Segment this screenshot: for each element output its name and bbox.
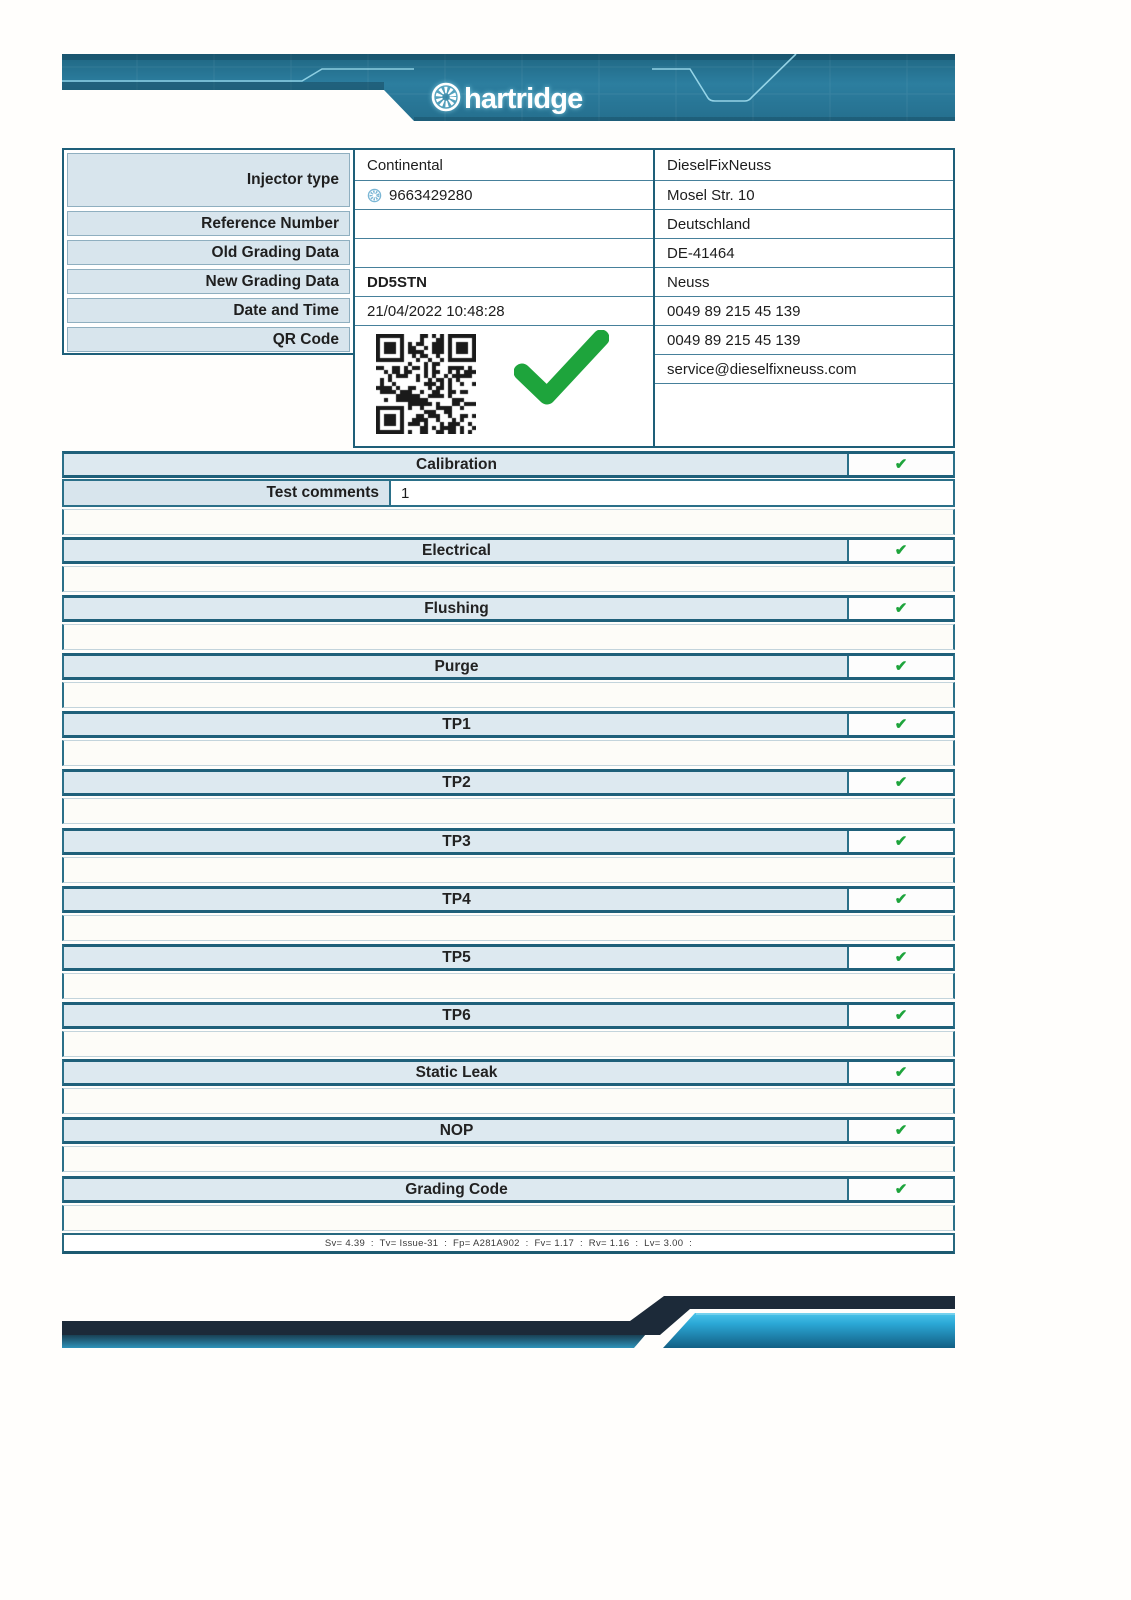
reference-number-label: Reference Number [67, 211, 350, 236]
test-row-nop: NOP ✔ [62, 1117, 955, 1144]
pass-check-icon: ✔ [894, 542, 908, 559]
footer-banner [62, 1296, 955, 1348]
pass-check-icon: ✔ [894, 658, 908, 675]
qr-code-label: QR Code [67, 327, 350, 352]
spacer-row [62, 1205, 955, 1231]
date-time-label: Date and Time [67, 298, 350, 323]
info-label-column: Injector type Reference Number Old Gradi… [62, 148, 355, 355]
workshop-phone-1: 0049 89 215 45 139 [655, 297, 953, 326]
workshop-city: Neuss [655, 268, 953, 297]
new-grading-label: New Grading Data [67, 269, 350, 294]
new-grading-value: DD5STN [355, 268, 653, 297]
hartridge-logo: hartridge hartridge [431, 82, 584, 115]
qr-verified-check-icon [514, 330, 609, 405]
test-row-purge: Purge ✔ [62, 653, 955, 680]
spacer-row [62, 566, 955, 592]
pass-check-icon: ✔ [894, 1007, 908, 1024]
injector-serial-row: 9663429280 [355, 181, 653, 210]
pass-check-icon: ✔ [894, 456, 908, 473]
spacer-row [62, 1031, 955, 1057]
spacer-row [62, 1088, 955, 1114]
spacer-row [62, 857, 955, 883]
logo-text: hartridge [464, 83, 583, 115]
pass-check-icon: ✔ [894, 1181, 908, 1198]
hartridge-wheel-icon [431, 82, 461, 112]
test-row-electrical: Electrical ✔ [62, 537, 955, 564]
test-row-static-leak: Static Leak ✔ [62, 1059, 955, 1086]
injector-serial-value: 9663429280 [389, 186, 473, 204]
workshop-phone-2: 0049 89 215 45 139 [655, 326, 953, 355]
hartridge-mark-icon [367, 188, 382, 202]
spacer-row [62, 624, 955, 650]
injector-make-value: Continental [355, 150, 653, 181]
spacer-row [62, 740, 955, 766]
test-row-tp5: TP5 ✔ [62, 944, 955, 971]
workshop-email: service@dieselfixneuss.com [655, 355, 953, 384]
workshop-column: DieselFixNeuss Mosel Str. 10 Deutschland… [653, 148, 955, 448]
workshop-name: DieselFixNeuss [655, 150, 953, 181]
spacer-row [62, 915, 955, 941]
workshop-empty-cell [655, 384, 953, 446]
header-banner: hartridge hartridge [62, 54, 955, 121]
pass-check-icon: ✔ [894, 833, 908, 850]
test-row-grading-code: Grading Code ✔ [62, 1176, 955, 1203]
spacer-row [62, 798, 955, 824]
spacer-row [62, 1146, 955, 1172]
info-table: Injector type Reference Number Old Gradi… [62, 148, 955, 448]
pass-check-icon: ✔ [894, 891, 908, 908]
date-time-value: 21/04/2022 10:48:28 [355, 297, 653, 326]
version-info: Sv= 4.39 : Tv= Issue-31 : Fp= A281A902 :… [62, 1233, 955, 1254]
pass-check-icon: ✔ [894, 600, 908, 617]
injector-type-label: Injector type [67, 153, 350, 207]
spacer-row [62, 973, 955, 999]
test-row-tp6: TP6 ✔ [62, 1002, 955, 1029]
test-row-tp2: TP2 ✔ [62, 769, 955, 796]
test-comments-value: 1 [401, 484, 410, 502]
info-value-column: Continental 9663429280 DD5STN 21/04/2022… [353, 148, 655, 448]
spacer-row [62, 682, 955, 708]
pass-check-icon: ✔ [894, 716, 908, 733]
old-grading-value [355, 239, 653, 268]
test-comments-row: Test comments 1 [62, 479, 955, 507]
logo-text-glow: hartridge [464, 83, 583, 115]
spacer-row [62, 509, 955, 535]
test-row-tp1: TP1 ✔ [62, 711, 955, 738]
workshop-street: Mosel Str. 10 [655, 181, 953, 210]
old-grading-label: Old Grading Data [67, 240, 350, 265]
workshop-postcode: DE-41464 [655, 239, 953, 268]
pass-check-icon: ✔ [894, 949, 908, 966]
reference-number-value [355, 210, 653, 239]
test-row-flushing: Flushing ✔ [62, 595, 955, 622]
test-row-tp4: TP4 ✔ [62, 886, 955, 913]
test-row-tp3: TP3 ✔ [62, 828, 955, 855]
pass-check-icon: ✔ [894, 1122, 908, 1139]
workshop-country: Deutschland [655, 210, 953, 239]
pass-check-icon: ✔ [894, 774, 908, 791]
test-comments-label: Test comments [64, 481, 391, 505]
qr-code [376, 334, 476, 434]
pass-check-icon: ✔ [894, 1064, 908, 1081]
test-row-calibration: Calibration ✔ [62, 451, 955, 478]
